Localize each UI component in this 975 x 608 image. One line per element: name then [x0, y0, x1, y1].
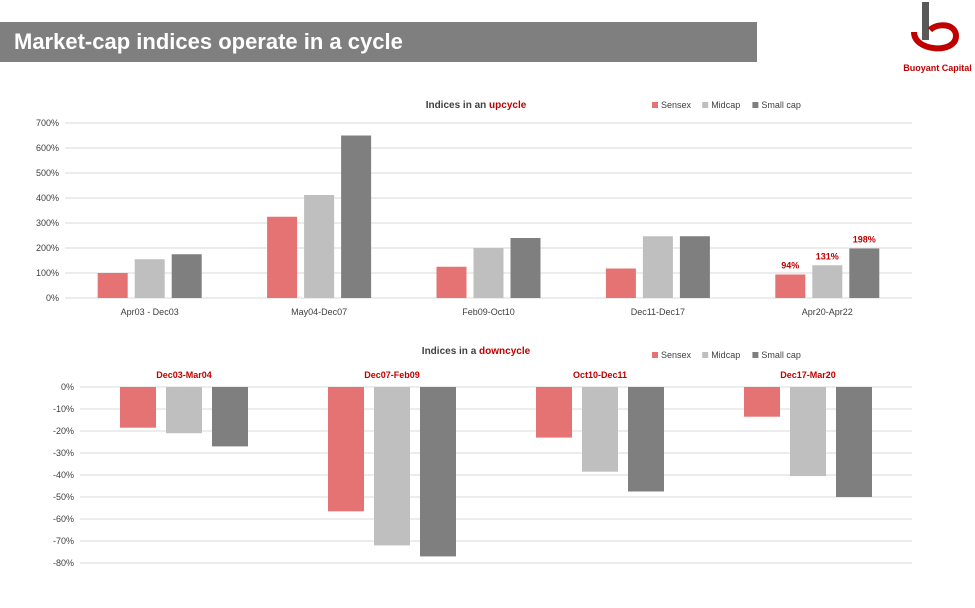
- chart-title-prefix: Indices in an: [426, 100, 489, 111]
- y-tick-label: 100%: [36, 268, 59, 278]
- bar-small-cap: [679, 236, 710, 298]
- y-tick-label: 0%: [46, 293, 59, 303]
- data-label: 131%: [816, 251, 839, 261]
- bar-small-cap: [420, 387, 456, 557]
- bar-sensex: [536, 387, 572, 438]
- y-tick-label: 700%: [36, 118, 59, 128]
- bar-small-cap: [836, 387, 872, 497]
- category-label: May04-Dec07: [291, 307, 347, 317]
- y-tick-label: -20%: [53, 426, 74, 436]
- y-tick-label: 0%: [61, 382, 74, 392]
- bar-midcap: [166, 387, 202, 434]
- logo: Buoyant Capital: [900, 0, 975, 80]
- page-title: Market-cap indices operate in a cycle: [14, 29, 403, 54]
- bar-sensex: [744, 387, 780, 417]
- data-label: 198%: [853, 235, 876, 245]
- bar-midcap: [582, 387, 618, 472]
- category-label: Dec07-Feb09: [364, 370, 420, 380]
- bar-sensex: [436, 266, 467, 298]
- bar-midcap: [473, 248, 504, 298]
- category-label: Dec11-Dec17: [631, 307, 685, 317]
- y-tick-label: -30%: [53, 448, 74, 458]
- bar-small-cap: [849, 248, 880, 298]
- title-bar: Market-cap indices operate in a cycle: [0, 22, 757, 62]
- chart-title: Indices in an upcycle: [426, 100, 527, 111]
- bar-midcap: [374, 387, 410, 546]
- bar-small-cap: [510, 238, 541, 298]
- bar-small-cap: [212, 387, 248, 447]
- bar-small-cap: [628, 387, 664, 492]
- bar-sensex: [605, 268, 636, 298]
- y-tick-label: 400%: [36, 193, 59, 203]
- y-tick-label: -10%: [53, 404, 74, 414]
- chart-title-prefix: Indices in a: [422, 346, 479, 357]
- legend-label: Midcap: [711, 100, 740, 110]
- legend-swatch: [752, 102, 759, 108]
- legend-label: Small cap: [761, 350, 801, 360]
- legend-label: Sensex: [661, 100, 692, 110]
- category-label: Dec17-Mar20: [780, 370, 836, 380]
- bar-small-cap: [341, 135, 372, 298]
- bar-sensex: [775, 274, 806, 298]
- buoyant-capital-logo-icon: [911, 2, 960, 52]
- bar-midcap: [304, 195, 335, 298]
- y-tick-label: -60%: [53, 514, 74, 524]
- y-tick-label: -80%: [53, 558, 74, 568]
- y-tick-label: -50%: [53, 492, 74, 502]
- legend-swatch: [702, 352, 709, 358]
- legend-label: Midcap: [711, 350, 740, 360]
- category-label: Feb09-Oct10: [462, 307, 515, 317]
- bar-midcap: [790, 387, 826, 477]
- bar-sensex: [120, 387, 156, 428]
- category-label: Oct10-Dec11: [573, 370, 627, 380]
- y-tick-label: -70%: [53, 536, 74, 546]
- bar-sensex: [97, 273, 128, 298]
- legend-label: Sensex: [661, 350, 692, 360]
- bar-small-cap: [171, 254, 202, 298]
- bar-midcap: [642, 236, 673, 298]
- legend-swatch: [702, 102, 709, 108]
- chart-title: Indices in a downcycle: [422, 346, 531, 357]
- category-label: Dec03-Mar04: [156, 370, 212, 380]
- data-label: 94%: [781, 261, 799, 271]
- y-tick-label: 200%: [36, 243, 59, 253]
- category-label: Apr03 - Dec03: [121, 307, 179, 317]
- legend-swatch: [652, 102, 658, 108]
- y-tick-label: 300%: [36, 218, 59, 228]
- bar-sensex: [328, 387, 364, 512]
- legend-swatch: [652, 352, 658, 358]
- bar-midcap: [134, 259, 165, 298]
- chart-title-highlight: upcycle: [489, 100, 527, 111]
- y-tick-label: 600%: [36, 143, 59, 153]
- legend-label: Small cap: [761, 100, 801, 110]
- category-label: Apr20-Apr22: [802, 307, 853, 317]
- chart-title-highlight: downcycle: [479, 346, 531, 357]
- logo-text: Buoyant Capital: [903, 63, 972, 73]
- bar-sensex: [267, 216, 298, 298]
- y-tick-label: -40%: [53, 470, 74, 480]
- bar-midcap: [812, 265, 843, 298]
- y-tick-label: 500%: [36, 168, 59, 178]
- legend-swatch: [752, 352, 759, 358]
